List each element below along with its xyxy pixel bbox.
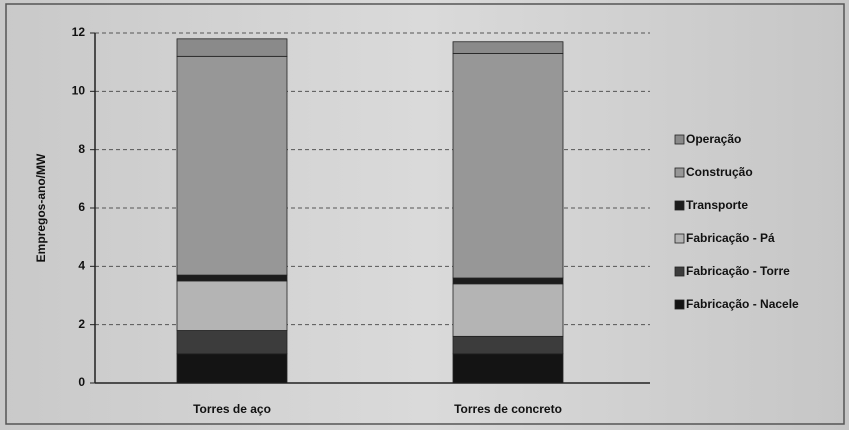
bar-segment xyxy=(176,280,288,331)
bar-segment xyxy=(176,274,288,282)
legend-swatch xyxy=(674,167,685,178)
y-tick-label: 0 xyxy=(78,375,85,389)
y-tick-label: 12 xyxy=(72,25,86,39)
x-tick-label: Torres de aço xyxy=(193,402,271,416)
legend-label: Fabricação - Torre xyxy=(686,264,790,278)
y-tick-label: 4 xyxy=(78,259,85,273)
legend-label: Operação xyxy=(686,132,741,146)
legend-swatch xyxy=(674,233,685,244)
bar-segment xyxy=(176,330,288,355)
bar-segment xyxy=(452,353,564,384)
legend-swatch xyxy=(674,134,685,145)
y-tick-label: 10 xyxy=(72,84,86,98)
legend-label: Construção xyxy=(686,165,753,179)
legend-swatch xyxy=(674,299,685,310)
x-tick-label: Torres de concreto xyxy=(454,402,562,416)
y-tick-label: 6 xyxy=(78,200,85,214)
y-tick-label: 2 xyxy=(78,317,85,331)
bar-segment xyxy=(176,55,288,276)
bar-segment xyxy=(452,53,564,279)
legend-label: Transporte xyxy=(686,198,748,212)
legend-label: Fabricação - Nacele xyxy=(686,297,799,311)
legend-label: Fabricação - Pá xyxy=(686,231,775,245)
legend-swatch xyxy=(674,200,685,211)
y-tick-label: 8 xyxy=(78,142,85,156)
bar-segment xyxy=(176,38,288,57)
bar-segment xyxy=(452,335,564,355)
frame xyxy=(5,3,845,425)
legend-swatch xyxy=(674,266,685,277)
bar-segment xyxy=(452,277,564,285)
y-axis-label: Empregos-ano/MW xyxy=(34,153,48,262)
bar-segment xyxy=(176,353,288,384)
bar-segment xyxy=(452,283,564,337)
bar-segment xyxy=(452,41,564,54)
